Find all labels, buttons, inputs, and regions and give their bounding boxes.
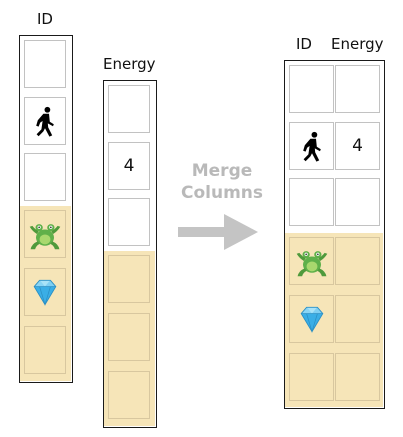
left-energy-cell-5 (108, 313, 150, 361)
left-id-header: ID (37, 10, 53, 28)
right-energy-cell-6 (335, 353, 380, 401)
right-energy-cell-3 (335, 178, 380, 226)
right-energy-cell-4 (335, 237, 380, 285)
left-id-cell-5 (24, 268, 66, 316)
right-id-header: ID (296, 35, 312, 53)
right-energy-cell-2: 4 (335, 122, 380, 170)
merged-table: 4 (284, 60, 385, 409)
right-highlight (285, 233, 383, 407)
right-energy-cell-1 (335, 65, 380, 113)
right-id-cell-1 (289, 65, 334, 113)
left-energy-cell-3 (108, 198, 150, 246)
merge-label-line2: Columns (180, 183, 264, 203)
left-energy-cell-1 (108, 85, 150, 133)
right-id-cell-6 (289, 353, 334, 401)
merge-label-line1: Merge (191, 161, 253, 181)
left-id-cell-4 (24, 210, 66, 258)
left-energy-cell-6 (108, 371, 150, 419)
right-id-cell-5 (289, 295, 334, 343)
left-energy-cell-4 (108, 255, 150, 303)
gem-icon (27, 274, 63, 310)
left-id-cell-1 (24, 40, 66, 88)
left-id-column (19, 35, 73, 383)
merge-columns-label: Merge Columns (172, 160, 272, 204)
left-id-cell-2 (24, 97, 66, 145)
frog-icon (294, 243, 330, 279)
right-id-cell-4 (289, 237, 334, 285)
right-energy-cell-5 (335, 295, 380, 343)
right-id-cell-2 (289, 122, 334, 170)
right-energy-header: Energy (331, 35, 384, 53)
right-arrow-icon (178, 214, 258, 250)
left-id-cell-3 (24, 153, 66, 201)
left-id-highlight (20, 206, 71, 381)
walking-person-icon (29, 105, 61, 137)
walking-person-icon (296, 130, 328, 162)
left-energy-header: Energy (103, 55, 156, 73)
left-id-cell-6 (24, 326, 66, 374)
left-energy-highlight (104, 251, 155, 426)
right-id-cell-3 (289, 178, 334, 226)
gem-icon (294, 301, 330, 337)
frog-icon (27, 216, 63, 252)
left-energy-cell-2: 4 (108, 142, 150, 190)
left-energy-column: 4 (103, 80, 157, 428)
